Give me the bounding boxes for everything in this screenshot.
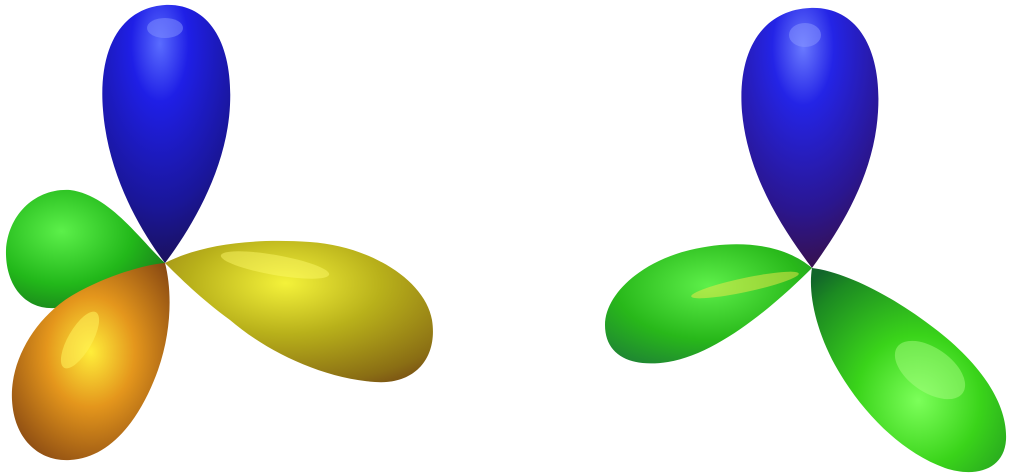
lower-left-lobe bbox=[11, 263, 170, 461]
top-lobe bbox=[102, 4, 231, 263]
lower-right-lobe-highlight bbox=[894, 340, 966, 400]
top-lobe bbox=[741, 7, 879, 269]
lower-left-lobe-highlight bbox=[60, 311, 100, 369]
left-trefoil bbox=[5, 4, 433, 461]
right-lobe-highlight bbox=[220, 251, 330, 279]
lower-right-lobe bbox=[810, 268, 1007, 473]
top-lobe-highlight bbox=[147, 18, 183, 38]
right-lobe bbox=[165, 240, 433, 383]
left-lobe-highlight bbox=[691, 271, 799, 299]
left-lobe bbox=[605, 244, 812, 364]
right-trefoil bbox=[605, 7, 1007, 473]
top-lobe-highlight bbox=[789, 23, 821, 47]
